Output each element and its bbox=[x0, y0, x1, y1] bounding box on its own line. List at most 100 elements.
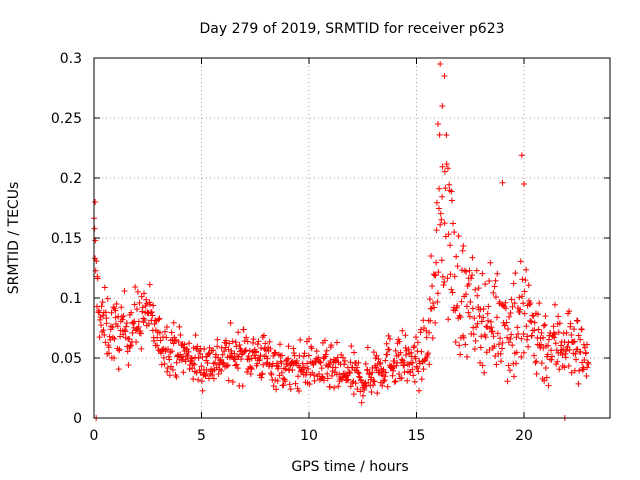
data-point bbox=[354, 386, 361, 393]
data-point bbox=[223, 363, 230, 370]
data-point bbox=[520, 331, 527, 338]
data-point bbox=[147, 309, 154, 316]
data-point bbox=[152, 317, 159, 324]
data-point bbox=[449, 289, 456, 296]
data-point bbox=[328, 372, 335, 379]
data-point bbox=[432, 319, 439, 326]
data-point bbox=[472, 286, 479, 293]
data-point bbox=[443, 161, 450, 168]
data-point bbox=[101, 331, 108, 338]
data-point bbox=[392, 347, 399, 354]
data-point bbox=[264, 355, 271, 362]
data-point bbox=[531, 319, 538, 326]
data-point bbox=[561, 338, 568, 345]
data-point bbox=[163, 334, 170, 341]
data-point bbox=[521, 181, 527, 187]
data-point bbox=[541, 377, 548, 384]
data-point bbox=[112, 307, 119, 314]
data-point bbox=[402, 344, 409, 351]
data-point bbox=[134, 288, 141, 295]
data-point bbox=[370, 378, 377, 385]
data-point bbox=[347, 383, 354, 390]
data-point bbox=[236, 341, 243, 348]
data-point bbox=[220, 359, 227, 366]
data-point bbox=[260, 332, 267, 339]
data-point bbox=[538, 329, 545, 336]
data-point bbox=[416, 387, 423, 394]
data-point bbox=[229, 378, 236, 385]
data-point bbox=[563, 329, 570, 336]
data-point bbox=[458, 267, 465, 274]
data-point bbox=[248, 366, 255, 373]
data-point bbox=[456, 342, 463, 349]
data-point bbox=[164, 368, 171, 375]
data-point bbox=[245, 352, 252, 359]
data-point bbox=[384, 383, 391, 390]
data-point bbox=[445, 316, 452, 323]
data-point bbox=[368, 374, 375, 381]
data-point bbox=[491, 343, 498, 350]
data-point bbox=[145, 320, 152, 327]
data-point bbox=[260, 361, 267, 368]
data-point bbox=[225, 377, 232, 384]
data-point bbox=[373, 364, 380, 371]
data-point bbox=[135, 323, 142, 330]
data-point bbox=[316, 370, 323, 377]
data-point bbox=[320, 377, 327, 384]
data-point bbox=[371, 378, 378, 385]
data-point bbox=[475, 285, 482, 292]
data-point bbox=[127, 342, 134, 349]
data-point bbox=[441, 73, 448, 79]
data-point bbox=[222, 337, 229, 344]
data-point bbox=[195, 376, 202, 383]
data-point bbox=[272, 377, 279, 384]
data-point bbox=[185, 348, 192, 355]
data-point bbox=[151, 337, 158, 344]
data-point bbox=[279, 352, 286, 359]
data-point bbox=[428, 253, 435, 260]
data-point bbox=[233, 361, 240, 368]
data-point bbox=[575, 380, 582, 387]
data-point bbox=[154, 334, 161, 341]
data-point bbox=[456, 312, 463, 319]
data-point bbox=[493, 314, 500, 321]
data-point bbox=[541, 321, 548, 328]
data-point bbox=[169, 366, 176, 373]
data-point bbox=[580, 366, 587, 373]
data-point bbox=[285, 343, 292, 350]
data-point bbox=[168, 329, 175, 336]
data-point bbox=[509, 303, 516, 310]
data-point bbox=[479, 270, 486, 277]
data-point bbox=[311, 372, 318, 379]
data-point bbox=[504, 378, 511, 385]
data-point bbox=[341, 361, 348, 368]
data-point bbox=[131, 301, 138, 308]
data-point bbox=[522, 277, 529, 284]
data-point bbox=[238, 356, 245, 363]
data-point bbox=[417, 326, 424, 333]
data-point bbox=[411, 378, 418, 385]
data-point bbox=[244, 338, 251, 345]
data-point bbox=[232, 339, 239, 346]
data-point bbox=[457, 351, 464, 358]
data-point bbox=[241, 348, 248, 355]
data-point bbox=[555, 313, 562, 320]
data-point bbox=[158, 361, 165, 368]
data-point bbox=[209, 372, 216, 379]
data-point bbox=[321, 354, 328, 361]
data-point bbox=[486, 278, 493, 285]
data-point bbox=[573, 356, 580, 363]
data-point bbox=[518, 353, 525, 360]
data-point bbox=[360, 392, 367, 399]
data-point bbox=[243, 369, 250, 376]
data-point bbox=[565, 339, 572, 346]
data-point bbox=[129, 329, 136, 336]
data-point bbox=[445, 165, 452, 172]
data-point bbox=[118, 304, 125, 311]
data-point bbox=[441, 220, 448, 227]
data-point bbox=[478, 333, 485, 340]
data-point bbox=[321, 337, 328, 344]
data-point bbox=[267, 345, 274, 352]
data-point bbox=[352, 380, 359, 387]
data-point bbox=[404, 377, 411, 384]
